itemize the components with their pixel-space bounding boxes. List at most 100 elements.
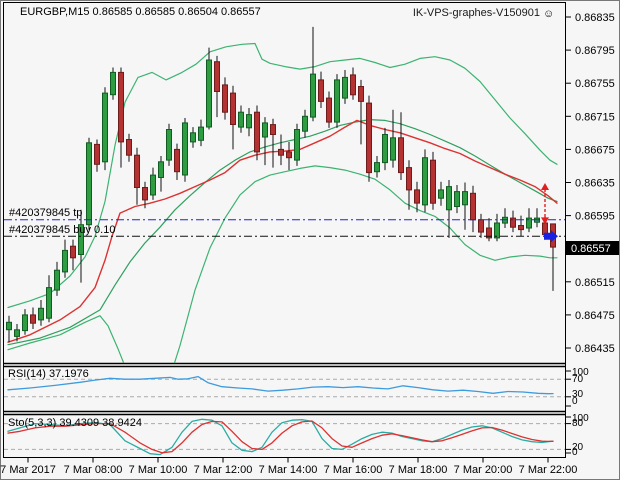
candle bbox=[318, 79, 324, 102]
rsi-axis-label: 100 bbox=[572, 367, 589, 378]
time-axis[interactable]: 7 Mar 2017 7 Mar 08:00 7 Mar 10:00 7 Mar 12… bbox=[0, 458, 577, 476]
order-buy-label: #420379845 buy 0.10 bbox=[9, 224, 115, 236]
candle bbox=[174, 148, 180, 173]
candle bbox=[526, 217, 532, 229]
candle bbox=[166, 129, 172, 161]
indicator-overlays bbox=[7, 42, 558, 363]
candle bbox=[254, 111, 260, 153]
rsi-indicator-label: RSI(14) 37.1976 bbox=[8, 368, 89, 380]
current-price-value: 0.86557 bbox=[571, 243, 611, 255]
candle bbox=[70, 245, 76, 259]
rsi-axis-label: 0 bbox=[572, 396, 578, 407]
time-axis-label: 7 Mar 2017 bbox=[0, 464, 56, 476]
time-axis-label: 7 Mar 18:00 bbox=[389, 464, 448, 476]
candle bbox=[246, 114, 252, 129]
candle bbox=[262, 122, 268, 138]
candle bbox=[518, 225, 524, 231]
candle bbox=[382, 134, 388, 164]
sto-axis-label: 20 bbox=[572, 442, 584, 453]
candle bbox=[350, 74, 356, 96]
trade-markers bbox=[541, 182, 558, 243]
sto-axis-label: 100 bbox=[572, 413, 589, 424]
sto-indicator-label: Sto(5,3,3) 39.4309 38.9424 bbox=[8, 417, 142, 429]
candle bbox=[46, 287, 52, 319]
rsi-panel-line bbox=[7, 375, 554, 395]
candle bbox=[214, 61, 220, 92]
candle bbox=[30, 314, 36, 324]
candle bbox=[294, 129, 300, 161]
time-axis-label: 7 Mar 10:00 bbox=[129, 464, 188, 476]
stochastic-panel-lines bbox=[7, 418, 554, 456]
order-tp-label: #420379845 tp bbox=[9, 207, 82, 219]
candle bbox=[102, 92, 108, 163]
candle bbox=[22, 314, 28, 332]
candle bbox=[150, 174, 156, 196]
candle bbox=[470, 192, 476, 221]
candle bbox=[502, 216, 508, 224]
price-axis-label: 0.86715 bbox=[575, 111, 615, 123]
candle bbox=[270, 124, 276, 135]
candle bbox=[358, 86, 364, 102]
candle bbox=[510, 217, 516, 228]
candle bbox=[206, 59, 212, 128]
watermark-label: IK-VPS-graphes-V150901 bbox=[413, 7, 540, 19]
candle bbox=[430, 159, 436, 204]
candle bbox=[14, 329, 20, 337]
modify-up-arrow-icon bbox=[541, 182, 549, 190]
rsi-axis-label: 30 bbox=[572, 389, 584, 400]
price-axis-label: 0.86795 bbox=[575, 45, 615, 57]
sto-axis-label: 80 bbox=[572, 418, 584, 429]
candle bbox=[406, 167, 412, 191]
candle bbox=[182, 122, 188, 176]
price-axis-label: 0.86595 bbox=[575, 211, 615, 223]
candle bbox=[390, 137, 396, 161]
candle bbox=[142, 187, 148, 201]
candle bbox=[198, 126, 204, 141]
time-axis-label: 7 Mar 20:00 bbox=[454, 464, 513, 476]
price-axis-label: 0.86835 bbox=[575, 12, 615, 24]
rsi-axis-label: 70 bbox=[572, 374, 584, 385]
candle bbox=[134, 154, 140, 188]
candle bbox=[398, 137, 404, 174]
candle bbox=[6, 321, 12, 331]
candle bbox=[334, 79, 340, 123]
candle bbox=[310, 73, 316, 118]
candle bbox=[454, 191, 460, 208]
candle bbox=[438, 189, 444, 199]
candle bbox=[94, 143, 100, 165]
candle bbox=[110, 71, 116, 96]
price-axis-label: 0.86515 bbox=[575, 277, 615, 289]
sto-axis-label: 0 bbox=[572, 447, 578, 458]
candle bbox=[86, 142, 92, 226]
candle bbox=[54, 269, 60, 291]
price-axis[interactable]: 0.86835 0.86795 0.86755 0.86715 0.86675 0.866… bbox=[565, 12, 615, 458]
candle bbox=[342, 76, 348, 99]
candle bbox=[78, 224, 84, 255]
candle bbox=[446, 186, 452, 211]
price-axis-label: 0.86755 bbox=[575, 78, 615, 90]
candle bbox=[366, 102, 372, 174]
candle bbox=[62, 249, 68, 273]
candle bbox=[38, 307, 44, 321]
order-lines[interactable] bbox=[4, 219, 565, 237]
candle bbox=[118, 71, 124, 143]
price-axis-label: 0.86635 bbox=[575, 178, 615, 190]
candle bbox=[126, 139, 132, 156]
price-axis-label: 0.86475 bbox=[575, 310, 615, 322]
candle bbox=[158, 161, 164, 179]
time-axis-label: 7 Mar 22:00 bbox=[519, 464, 578, 476]
time-axis-label: 7 Mar 14:00 bbox=[259, 464, 318, 476]
candle bbox=[238, 111, 244, 128]
modify-down-arrow-icon bbox=[541, 217, 549, 225]
chart-title-ohlc: EURGBP,M15 0.86585 0.86585 0.86504 0.865… bbox=[20, 6, 261, 18]
candle bbox=[414, 189, 420, 204]
candle bbox=[374, 162, 380, 173]
price-axis-label: 0.86435 bbox=[575, 343, 615, 355]
buy-arrow-icon bbox=[544, 230, 558, 243]
candle bbox=[286, 151, 292, 159]
candle bbox=[222, 84, 228, 113]
price-axis-label: 0.86675 bbox=[575, 144, 615, 156]
candle bbox=[494, 222, 500, 239]
